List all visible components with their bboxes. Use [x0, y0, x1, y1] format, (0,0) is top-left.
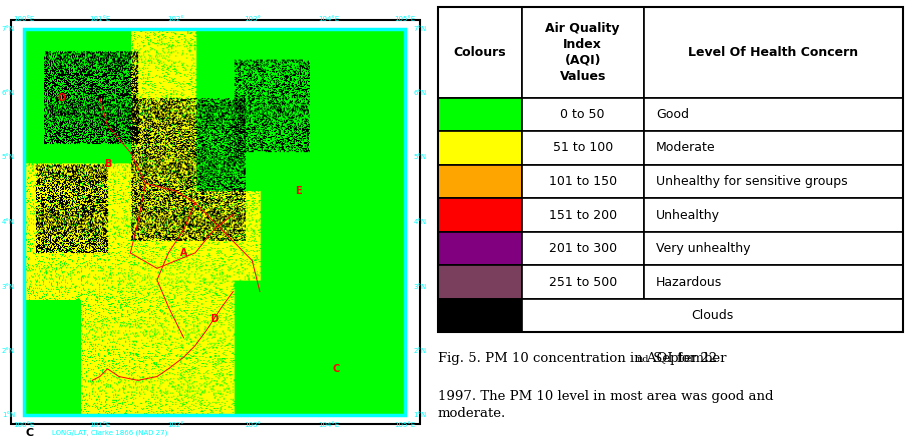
Bar: [521, 7, 644, 98]
Text: Good: Good: [656, 108, 689, 121]
Bar: [521, 232, 644, 265]
Text: 51 to 100: 51 to 100: [552, 142, 612, 155]
Text: Clouds: Clouds: [691, 309, 733, 322]
Text: 104°E: 104°E: [318, 16, 339, 22]
Text: Hazardous: Hazardous: [656, 276, 722, 289]
Bar: [644, 98, 903, 131]
Bar: [644, 198, 903, 232]
Bar: [521, 131, 644, 165]
Bar: [521, 299, 903, 332]
Text: 201 to 300: 201 to 300: [549, 242, 617, 255]
Text: 4°N: 4°N: [2, 219, 15, 225]
Text: 251 to 500: 251 to 500: [549, 276, 617, 289]
Text: 1°N: 1°N: [413, 412, 427, 418]
Bar: [644, 165, 903, 198]
Bar: [24, 29, 405, 415]
Text: 3°N: 3°N: [413, 284, 427, 289]
Text: A: A: [180, 248, 187, 258]
Text: O: O: [57, 93, 66, 103]
Text: 102°: 102°: [167, 16, 185, 22]
Text: C: C: [25, 428, 34, 438]
Text: 103°: 103°: [244, 16, 261, 22]
Bar: [438, 7, 903, 332]
Text: 1997. The PM 10 level in most area was good and
moderate.: 1997. The PM 10 level in most area was g…: [438, 390, 774, 420]
Bar: [521, 165, 644, 198]
Text: Colours: Colours: [453, 46, 506, 59]
Text: 2°N: 2°N: [2, 348, 15, 353]
Text: September: September: [649, 352, 726, 365]
Text: 0 to 50: 0 to 50: [561, 108, 605, 121]
Bar: [438, 7, 521, 98]
Text: nd: nd: [637, 354, 649, 364]
Text: 5°N: 5°N: [413, 155, 427, 160]
Text: D: D: [210, 313, 218, 324]
Bar: [438, 98, 521, 131]
Text: 5°N: 5°N: [2, 155, 15, 160]
Text: 1°N: 1°N: [2, 412, 15, 418]
Text: Level Of Health Concern: Level Of Health Concern: [688, 46, 858, 59]
Bar: [438, 232, 521, 265]
Bar: [438, 299, 521, 332]
Text: 105°E: 105°E: [394, 16, 415, 22]
Bar: [644, 7, 903, 98]
Bar: [644, 265, 903, 299]
Text: 101°E: 101°E: [89, 422, 110, 428]
Text: E: E: [295, 186, 301, 196]
Text: 100°E: 100°E: [13, 16, 35, 22]
Text: 7°N: 7°N: [413, 26, 427, 32]
Bar: [438, 265, 521, 299]
Bar: [521, 198, 644, 232]
Bar: [644, 232, 903, 265]
Bar: [521, 98, 644, 131]
Bar: [521, 265, 644, 299]
Text: 3°N: 3°N: [2, 284, 15, 289]
Text: B: B: [104, 159, 111, 169]
Text: 7°N: 7°N: [2, 26, 15, 32]
Text: LONG/LAT, Clarke 1866 (NAD 27): LONG/LAT, Clarke 1866 (NAD 27): [52, 430, 167, 436]
Text: Air Quality
Index
(AQI)
Values: Air Quality Index (AQI) Values: [545, 22, 620, 83]
Text: 100°E: 100°E: [13, 422, 35, 428]
Text: C: C: [332, 364, 339, 374]
Text: 104°E: 104°E: [318, 422, 339, 428]
Text: 4°N: 4°N: [413, 219, 427, 225]
Text: 101°E: 101°E: [89, 16, 110, 22]
Text: Unhealthy for sensitive groups: Unhealthy for sensitive groups: [656, 175, 847, 188]
Bar: [438, 131, 521, 165]
Text: 102°: 102°: [167, 422, 185, 428]
Text: Very unhealthy: Very unhealthy: [656, 242, 751, 255]
Text: 105°E: 105°E: [394, 422, 415, 428]
Text: Unhealthy: Unhealthy: [656, 209, 720, 222]
Text: Fig. 5. PM 10 concentration in AQI for 22: Fig. 5. PM 10 concentration in AQI for 2…: [438, 352, 717, 365]
Bar: [438, 165, 521, 198]
Text: 6°N: 6°N: [413, 91, 427, 96]
Text: 6°N: 6°N: [2, 91, 15, 96]
Text: 2°N: 2°N: [413, 348, 427, 353]
Text: 101 to 150: 101 to 150: [549, 175, 617, 188]
Text: 151 to 200: 151 to 200: [549, 209, 617, 222]
Text: 103°: 103°: [244, 422, 261, 428]
Bar: [438, 198, 521, 232]
Text: Moderate: Moderate: [656, 142, 715, 155]
Bar: [644, 131, 903, 165]
